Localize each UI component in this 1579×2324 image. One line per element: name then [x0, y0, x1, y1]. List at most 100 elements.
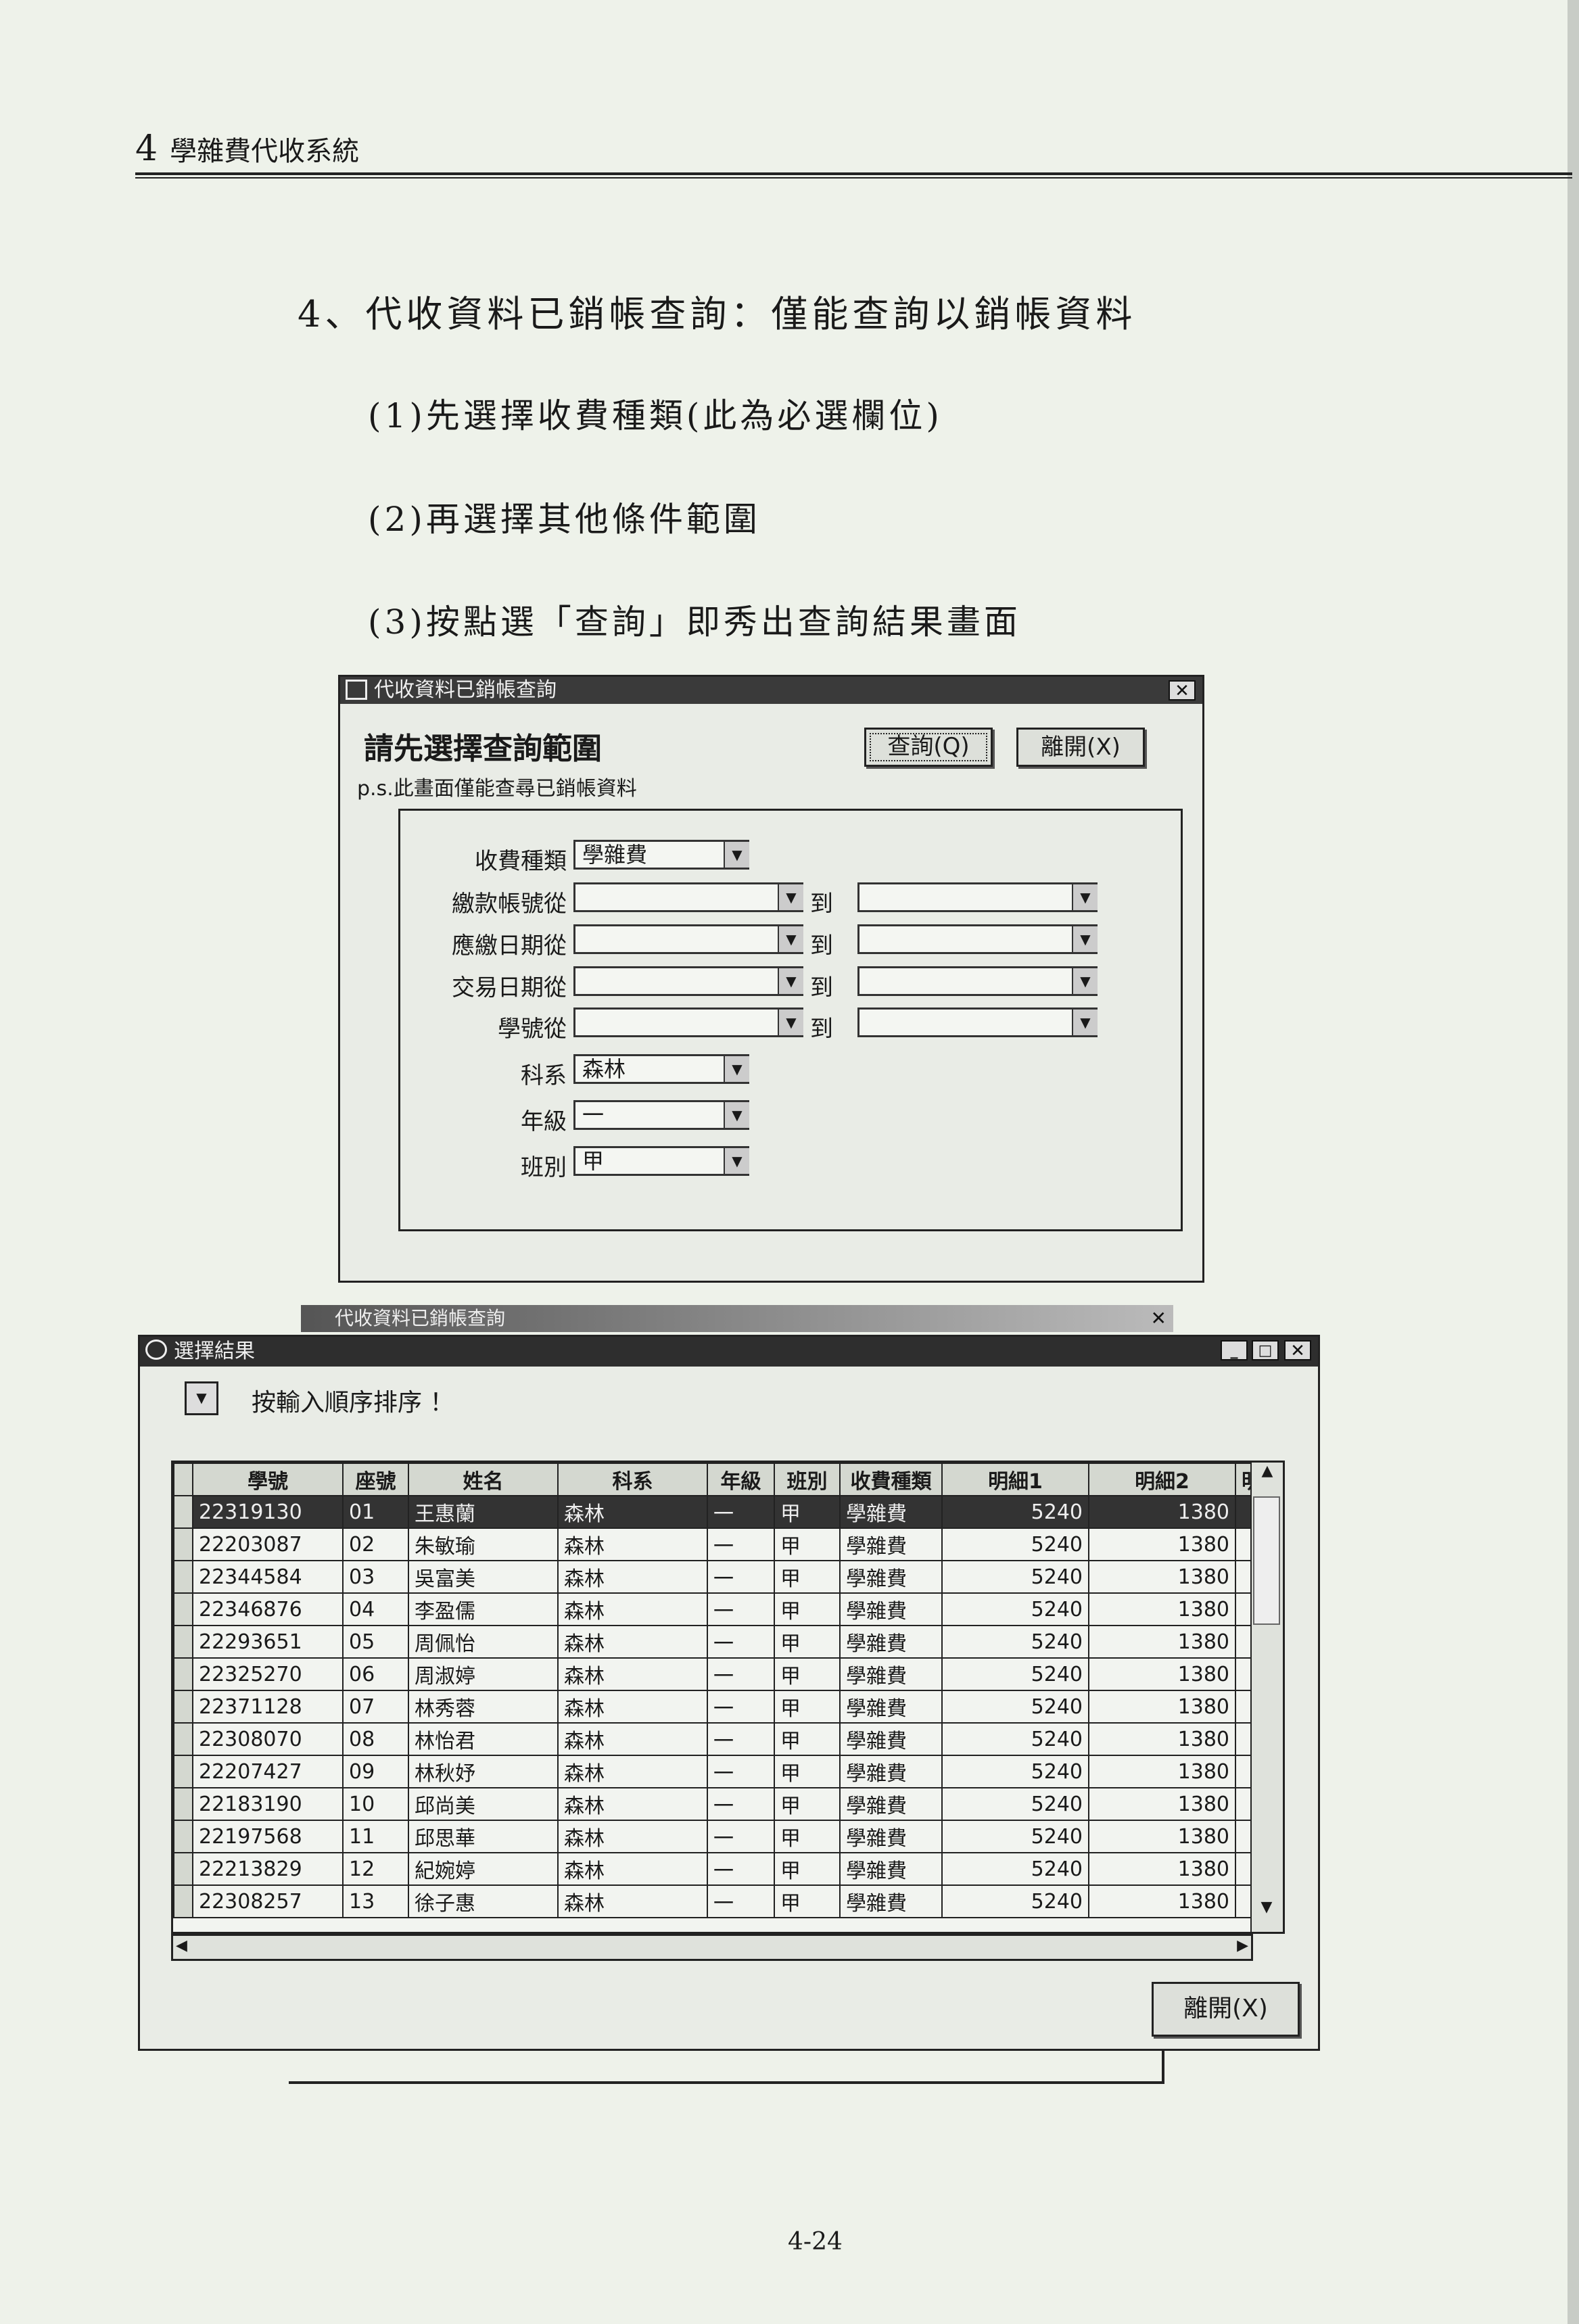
field-combo-to[interactable]: ▼	[857, 966, 1098, 996]
horizontal-scrollbar[interactable]: ◀ ▶	[171, 1934, 1253, 1961]
table-cell: 03	[342, 1560, 409, 1594]
row-indicator[interactable]	[173, 1884, 193, 1918]
table-cell: 甲	[774, 1690, 841, 1724]
exit-button[interactable]: 離開(X)	[1016, 728, 1145, 767]
sort-dropdown-button[interactable]: ▼	[185, 1381, 218, 1415]
page-number: 4-24	[788, 2228, 843, 2256]
chevron-down-icon[interactable]: ▼	[724, 842, 749, 868]
table-cell: 森林	[557, 1852, 708, 1886]
chevron-down-icon[interactable]: ▼	[724, 1148, 749, 1174]
chevron-down-icon[interactable]: ▼	[778, 884, 803, 910]
field-combo[interactable]: 森林 ▼	[573, 1054, 749, 1084]
chevron-down-icon[interactable]: ▼	[778, 1010, 803, 1035]
field-combo-to[interactable]: ▼	[857, 882, 1098, 912]
row-indicator[interactable]	[173, 1690, 193, 1724]
table-row[interactable]: 22325270 06 周淑婷 森林一甲學雜費 5240 1380	[173, 1657, 1256, 1691]
table-cell: 一	[707, 1787, 775, 1821]
table-row[interactable]: 22207427 09 林秋妤 森林一甲學雜費 5240 1380	[173, 1755, 1256, 1788]
field-combo[interactable]: 甲 ▼	[573, 1146, 749, 1176]
field-combo[interactable]: ▼	[573, 966, 803, 996]
table-cell: 甲	[774, 1722, 841, 1756]
query-dialog-titlebar: 代收資料已銷帳查詢 ✕	[340, 677, 1202, 704]
table-cell: 一	[707, 1495, 775, 1529]
table-row[interactable]: 22308070 08 林怡君 森林一甲學雜費 5240 1380	[173, 1722, 1256, 1756]
minimize-icon[interactable]: _	[1221, 1340, 1248, 1360]
table-row[interactable]: 22344584 03 吳富美 森林一甲學雜費 5240 1380	[173, 1560, 1256, 1594]
field-combo-to[interactable]: ▼	[857, 924, 1098, 954]
scroll-thumb[interactable]	[1253, 1496, 1280, 1625]
close-icon[interactable]: ✕	[1284, 1340, 1311, 1360]
row-indicator[interactable]	[173, 1527, 193, 1561]
app-icon	[145, 1339, 167, 1360]
column-header[interactable]: 明細2	[1088, 1463, 1236, 1496]
chapter-title: 學雜費代收系統	[170, 136, 360, 167]
scroll-left-icon[interactable]: ◀	[176, 1937, 187, 1954]
chevron-down-icon[interactable]: ▼	[1072, 1010, 1098, 1035]
table-row[interactable]: 22197568 11 邱思華 森林一甲學雜費 5240 1380	[173, 1820, 1256, 1853]
results-grid[interactable]: 學號座號姓名科系年級班別收費種類明細1明細2明2231913001王惠蘭森林一甲…	[171, 1461, 1285, 1934]
field-label: 科系	[521, 1062, 567, 1089]
table-cell: 甲	[774, 1592, 841, 1626]
table-cell: 05	[342, 1625, 409, 1659]
column-header[interactable]: 座號	[342, 1463, 409, 1496]
chevron-down-icon[interactable]: ▼	[724, 1056, 749, 1082]
table-cell: 1380	[1088, 1560, 1236, 1594]
table-row[interactable]: 22293651 05 周佩怡 森林一甲學雜費 5240 1380	[173, 1625, 1256, 1659]
table-row[interactable]: 22371128 07 林秀蓉 森林一甲學雜費 5240 1380	[173, 1690, 1256, 1724]
field-combo[interactable]: ▼	[573, 924, 803, 954]
chevron-down-icon[interactable]: ▼	[1072, 884, 1098, 910]
table-cell: 甲	[774, 1852, 841, 1886]
row-indicator[interactable]	[173, 1852, 193, 1886]
result-exit-button[interactable]: 離開(X)	[1152, 1982, 1300, 2037]
scroll-up-icon[interactable]: ▲	[1261, 1463, 1273, 1479]
chevron-down-icon[interactable]: ▼	[1072, 968, 1098, 994]
row-indicator[interactable]	[173, 1592, 193, 1626]
dialog-heading: 請先選擇查詢範圍	[364, 732, 602, 766]
query-button[interactable]: 查詢(Q)	[864, 728, 993, 767]
row-indicator[interactable]	[173, 1560, 193, 1594]
column-header[interactable]: 姓名	[408, 1463, 559, 1496]
table-row[interactable]: 22346876 04 李盈儒 森林一甲學雜費 5240 1380	[173, 1592, 1256, 1626]
table-row[interactable]: 22213829 12 紀婉婷 森林一甲學雜費 5240 1380	[173, 1852, 1256, 1886]
row-indicator[interactable]	[173, 1657, 193, 1691]
table-cell: 10	[342, 1787, 409, 1821]
table-cell: 13	[342, 1884, 409, 1918]
table-cell: 甲	[774, 1884, 841, 1918]
result-window: 選擇結果 _ □ ✕ ▼ 按輸入順序排序 ！ 學號 座號 姓名 科系 年級 班別 收費種類明…	[138, 1335, 1320, 2051]
chevron-down-icon[interactable]: ▼	[778, 926, 803, 952]
table-cell: 22325270	[192, 1657, 344, 1691]
column-header[interactable]: 收費種類	[839, 1463, 943, 1496]
row-indicator[interactable]	[173, 1722, 193, 1756]
field-combo[interactable]: ▼	[573, 1007, 803, 1037]
row-indicator[interactable]	[173, 1820, 193, 1853]
row-indicator[interactable]	[173, 1495, 193, 1529]
field-combo[interactable]: 一 ▼	[573, 1100, 749, 1130]
chevron-down-icon[interactable]: ▼	[724, 1102, 749, 1128]
scroll-down-icon[interactable]: ▼	[1260, 1899, 1273, 1916]
chevron-down-icon[interactable]: ▼	[778, 968, 803, 994]
field-combo[interactable]: 學雜費 ▼	[573, 840, 749, 870]
column-header[interactable]: 學號	[192, 1463, 344, 1496]
column-header[interactable]: 明細1	[941, 1463, 1089, 1496]
row-indicator[interactable]	[173, 1787, 193, 1821]
table-row[interactable]: 22183190 10 邱尚美 森林一甲學雜費 5240 1380	[173, 1787, 1256, 1821]
table-cell: 04	[342, 1592, 409, 1626]
field-combo[interactable]: ▼	[573, 882, 803, 912]
column-header[interactable]: 科系	[557, 1463, 708, 1496]
vertical-scrollbar[interactable]: ▲ ▼	[1250, 1463, 1283, 1932]
field-combo-to[interactable]: ▼	[857, 1007, 1098, 1037]
chevron-down-icon[interactable]: ▼	[1072, 926, 1098, 952]
row-indicator[interactable]	[173, 1755, 193, 1788]
row-indicator[interactable]	[173, 1625, 193, 1659]
column-header[interactable]: 年級	[707, 1463, 775, 1496]
table-row[interactable]: 22319130 01 王惠蘭 森林一甲學雜費 5240 1380	[173, 1495, 1256, 1529]
close-icon[interactable]: ✕	[1169, 680, 1196, 701]
table-cell: 學雜費	[839, 1592, 943, 1626]
column-header[interactable]: 班別	[774, 1463, 841, 1496]
close-icon[interactable]: ✕	[1150, 1307, 1166, 1329]
table-row[interactable]: 22308257 13 徐子惠 森林一甲學雜費 5240 1380	[173, 1884, 1256, 1918]
table-cell: 22207427	[192, 1755, 344, 1788]
scroll-right-icon[interactable]: ▶	[1237, 1937, 1248, 1954]
table-row[interactable]: 22203087 02 朱敏瑜 森林一甲學雜費 5240 1380	[173, 1527, 1256, 1561]
maximize-icon[interactable]: □	[1252, 1340, 1279, 1360]
